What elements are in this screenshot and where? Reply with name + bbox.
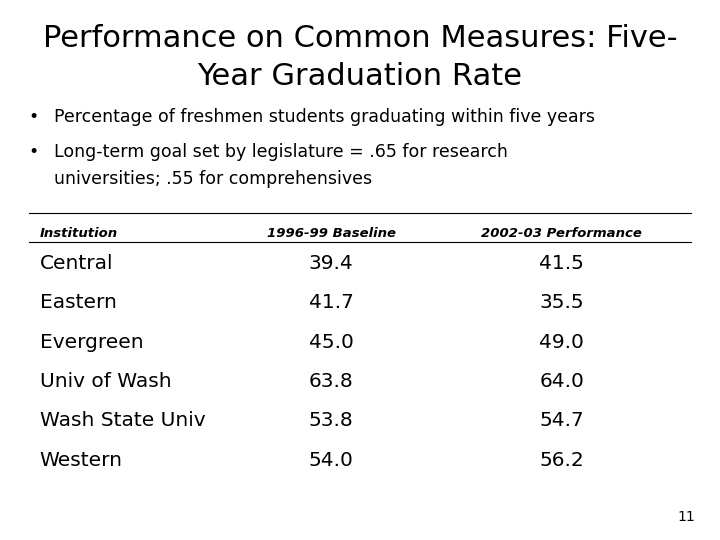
Text: Performance on Common Measures: Five-: Performance on Common Measures: Five- [42,24,678,53]
Text: Long-term goal set by legislature = .65 for research: Long-term goal set by legislature = .65 … [54,143,508,161]
Text: Percentage of freshmen students graduating within five years: Percentage of freshmen students graduati… [54,108,595,126]
Text: •: • [29,143,39,161]
Text: universities; .55 for comprehensives: universities; .55 for comprehensives [54,170,372,188]
Text: Wash State Univ: Wash State Univ [40,411,205,430]
Text: 64.0: 64.0 [539,372,584,391]
Text: 11: 11 [677,510,695,524]
Text: Univ of Wash: Univ of Wash [40,372,171,391]
Text: 2002-03 Performance: 2002-03 Performance [481,227,642,240]
Text: 63.8: 63.8 [309,372,354,391]
Text: 53.8: 53.8 [309,411,354,430]
Text: Year Graduation Rate: Year Graduation Rate [197,62,523,91]
Text: Western: Western [40,451,122,470]
Text: Institution: Institution [40,227,118,240]
Text: 54.0: 54.0 [309,451,354,470]
Text: Central: Central [40,254,113,273]
Text: 41.5: 41.5 [539,254,584,273]
Text: 45.0: 45.0 [309,333,354,352]
Text: Evergreen: Evergreen [40,333,143,352]
Text: 35.5: 35.5 [539,293,584,312]
Text: 1996-99 Baseline: 1996-99 Baseline [266,227,396,240]
Text: 49.0: 49.0 [539,333,584,352]
Text: •: • [29,108,39,126]
Text: Eastern: Eastern [40,293,117,312]
Text: 54.7: 54.7 [539,411,584,430]
Text: 41.7: 41.7 [309,293,354,312]
Text: 56.2: 56.2 [539,451,584,470]
Text: 39.4: 39.4 [309,254,354,273]
